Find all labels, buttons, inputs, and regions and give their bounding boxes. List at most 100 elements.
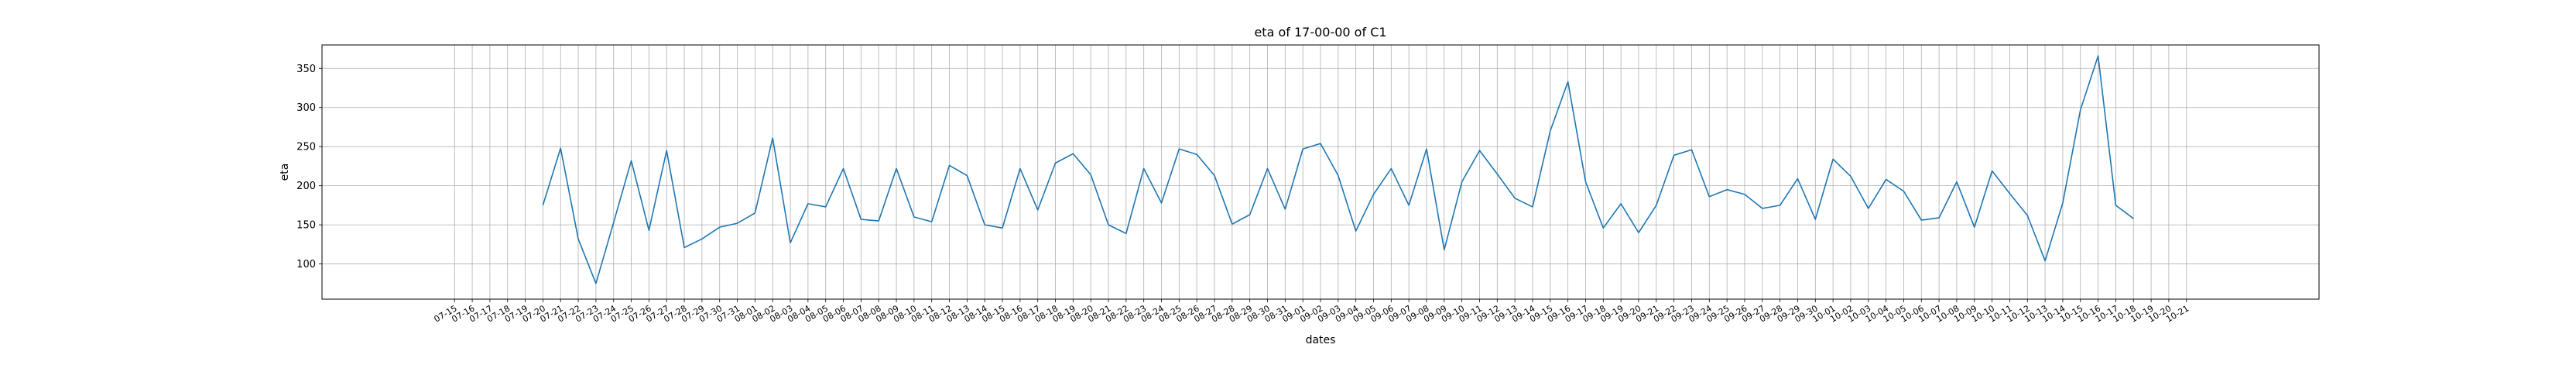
- data-point: [1761, 207, 1764, 210]
- data-point: [1673, 153, 1676, 157]
- data-point: [1036, 208, 1040, 212]
- data-point: [1584, 181, 1587, 184]
- data-point: [1619, 202, 1622, 205]
- data-series: [541, 54, 2135, 285]
- chart-title: eta of 17-00-00 of C1: [1254, 25, 1386, 40]
- data-point: [913, 215, 916, 219]
- data-point: [753, 212, 756, 215]
- data-point: [612, 221, 615, 224]
- data-point: [1902, 190, 1905, 193]
- data-point: [1425, 147, 1428, 150]
- y-tick-label: 300: [296, 102, 316, 114]
- data-point: [1796, 177, 1799, 181]
- data-point: [718, 226, 721, 229]
- data-point: [1443, 248, 1446, 251]
- data-point: [1213, 174, 1216, 177]
- data-point: [2026, 214, 2029, 217]
- data-point: [1142, 167, 1146, 170]
- data-point: [2008, 192, 2011, 195]
- data-point: [1920, 219, 1923, 222]
- data-point: [1937, 216, 1941, 219]
- data-point: [1019, 167, 1022, 170]
- data-point: [1283, 208, 1286, 211]
- data-point: [824, 205, 827, 208]
- data-point: [1849, 175, 1852, 178]
- data-point: [1867, 207, 1870, 210]
- data-point: [1708, 195, 1711, 198]
- data-point: [683, 246, 686, 249]
- y-tick-label: 250: [296, 142, 316, 153]
- data-point: [1885, 178, 1888, 181]
- data-point: [1743, 193, 1746, 196]
- grid-lines: [322, 45, 2319, 299]
- data-point: [948, 164, 951, 167]
- data-point: [859, 218, 862, 221]
- data-point: [930, 220, 933, 223]
- data-point: [1407, 204, 1410, 207]
- data-point: [559, 146, 562, 150]
- data-point: [1177, 147, 1180, 150]
- data-point: [1389, 167, 1392, 170]
- data-point: [965, 174, 968, 177]
- data-point: [1107, 223, 1110, 226]
- data-point: [665, 149, 668, 152]
- y-tick-label: 100: [296, 259, 316, 270]
- data-point: [1355, 229, 1358, 232]
- y-tick-label: 200: [296, 181, 316, 192]
- data-point: [2043, 260, 2047, 263]
- data-point: [2061, 202, 2064, 205]
- data-point: [1301, 147, 1304, 150]
- data-point: [577, 237, 580, 240]
- data-point: [1531, 205, 1534, 208]
- data-point: [1160, 202, 1163, 205]
- data-point: [1478, 149, 1481, 152]
- data-point: [1991, 169, 1994, 172]
- data-point: [1319, 142, 1322, 145]
- data-point: [1567, 80, 1570, 83]
- data-point: [1973, 226, 1976, 229]
- data-point: [1089, 174, 1092, 177]
- x-axis-label: dates: [1306, 334, 1336, 346]
- data-point: [807, 202, 810, 205]
- data-point: [647, 229, 650, 232]
- data-point: [1461, 181, 1464, 184]
- data-point: [1655, 204, 1658, 207]
- data-point: [1249, 213, 1252, 216]
- data-point: [1071, 152, 1074, 155]
- data-point: [1125, 232, 1128, 235]
- data-point: [1601, 226, 1605, 229]
- data-point: [1231, 222, 1234, 226]
- data-point: [1831, 157, 1834, 160]
- data-point: [1054, 161, 1057, 164]
- data-point: [1690, 148, 1693, 151]
- eta-line: [542, 55, 2134, 284]
- data-point: [1725, 188, 1728, 191]
- y-axis: 100 150 200 250 300 350: [296, 64, 322, 270]
- data-point: [1513, 197, 1516, 200]
- data-point: [1549, 129, 1552, 133]
- data-point: [1372, 193, 1375, 196]
- data-point: [842, 167, 845, 170]
- data-point: [877, 219, 880, 222]
- data-point: [895, 167, 898, 170]
- data-point: [983, 223, 986, 226]
- data-point: [541, 204, 544, 207]
- data-point: [2114, 204, 2117, 207]
- data-point: [1779, 204, 1782, 207]
- data-point: [594, 282, 598, 285]
- data-point: [1001, 226, 1004, 229]
- data-point: [2097, 54, 2100, 57]
- y-axis-label: eta: [279, 164, 291, 181]
- data-point: [701, 237, 704, 240]
- data-point: [1337, 174, 1340, 177]
- data-point: [736, 222, 739, 225]
- y-tick-label: 150: [296, 220, 316, 232]
- data-point: [2079, 108, 2082, 112]
- y-tick-label: 350: [296, 64, 316, 75]
- data-point: [1637, 231, 1640, 234]
- data-point: [2132, 217, 2135, 220]
- data-point: [771, 136, 774, 140]
- data-point: [1195, 153, 1198, 156]
- data-point: [1495, 173, 1499, 176]
